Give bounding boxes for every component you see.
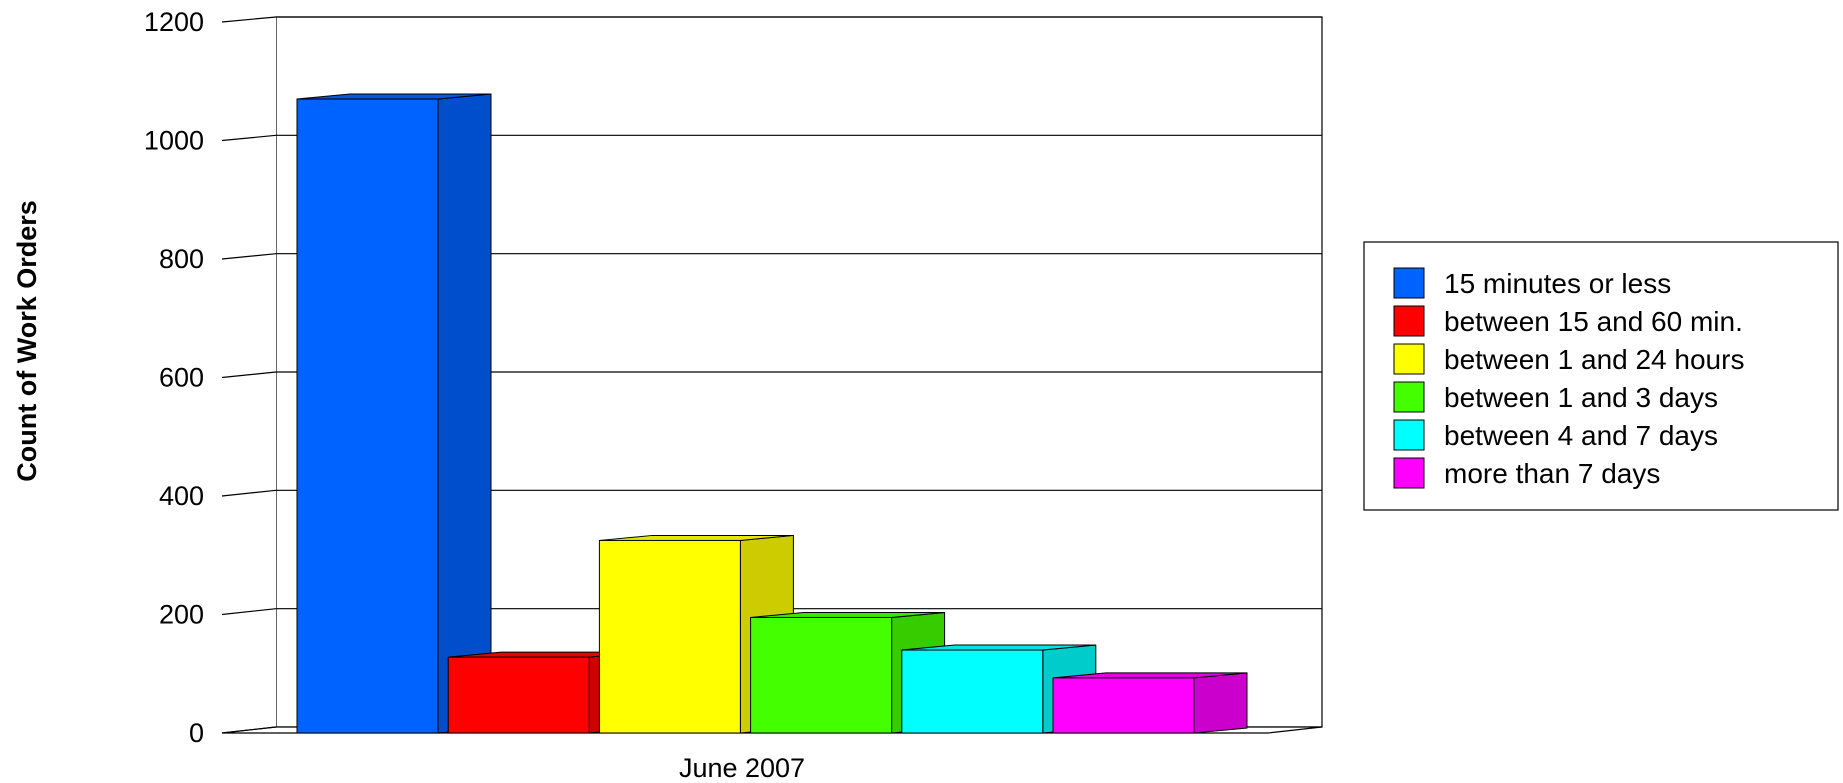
y-tick-label: 400: [159, 481, 204, 511]
x-axis-ticks: June 2007: [679, 753, 805, 783]
gridline-side: [221, 134, 277, 142]
legend-label: between 15 and 60 min.: [1444, 306, 1743, 337]
legend-label: 15 minutes or less: [1444, 268, 1671, 299]
bar-front: [901, 649, 1044, 734]
bars: [296, 93, 1248, 734]
y-axis-ticks: 0 200 400 600 800 1000 1200: [144, 7, 204, 748]
legend-label: more than 7 days: [1444, 458, 1660, 489]
gridline-side: [221, 253, 277, 260]
gridline-side: [221, 371, 277, 379]
y-tick-label: 600: [159, 363, 204, 393]
y-tick-label: 0: [189, 718, 204, 748]
y-axis-title: Count of Work Orders: [12, 200, 42, 482]
bar: [296, 93, 492, 734]
legend-swatch: [1393, 419, 1425, 451]
legend-label: between 1 and 24 hours: [1444, 344, 1744, 375]
y-tick-label: 1200: [144, 7, 204, 37]
legend-swatch: [1393, 381, 1425, 413]
bar-front: [598, 539, 741, 734]
y-tick-label: 800: [159, 244, 204, 274]
legend-label: between 1 and 3 days: [1444, 382, 1718, 413]
legend-box: [1363, 241, 1839, 511]
legend-item: more than 7 days: [1393, 457, 1660, 489]
gridline-side: [221, 16, 277, 23]
gridline-side: [221, 726, 277, 734]
bar: [1052, 672, 1248, 734]
legend-item: between 1 and 3 days: [1393, 381, 1718, 413]
legend-label: between 4 and 7 days: [1444, 420, 1718, 451]
legend-item: 15 minutes or less: [1393, 267, 1671, 299]
bar-front: [750, 616, 893, 734]
bar-front: [447, 656, 590, 734]
legend-item: between 1 and 24 hours: [1393, 343, 1744, 375]
bar-side: [1193, 672, 1248, 734]
legend: 15 minutes or less between 15 and 60 min.…: [1363, 241, 1839, 511]
legend-swatch: [1393, 457, 1425, 489]
y-tick-label: 200: [159, 600, 204, 630]
legend-item: between 4 and 7 days: [1393, 419, 1718, 451]
gridline-side: [221, 489, 277, 497]
legend-item: between 15 and 60 min.: [1393, 305, 1743, 337]
legend-swatch: [1393, 343, 1425, 375]
y-tick-label: 1000: [144, 126, 204, 156]
bar-front: [296, 98, 439, 734]
x-tick-label: June 2007: [679, 753, 805, 783]
bar-side: [437, 93, 492, 734]
legend-swatch: [1393, 305, 1425, 337]
legend-swatch: [1393, 267, 1425, 299]
bar-front: [1052, 677, 1195, 734]
gridline-side: [221, 608, 277, 616]
